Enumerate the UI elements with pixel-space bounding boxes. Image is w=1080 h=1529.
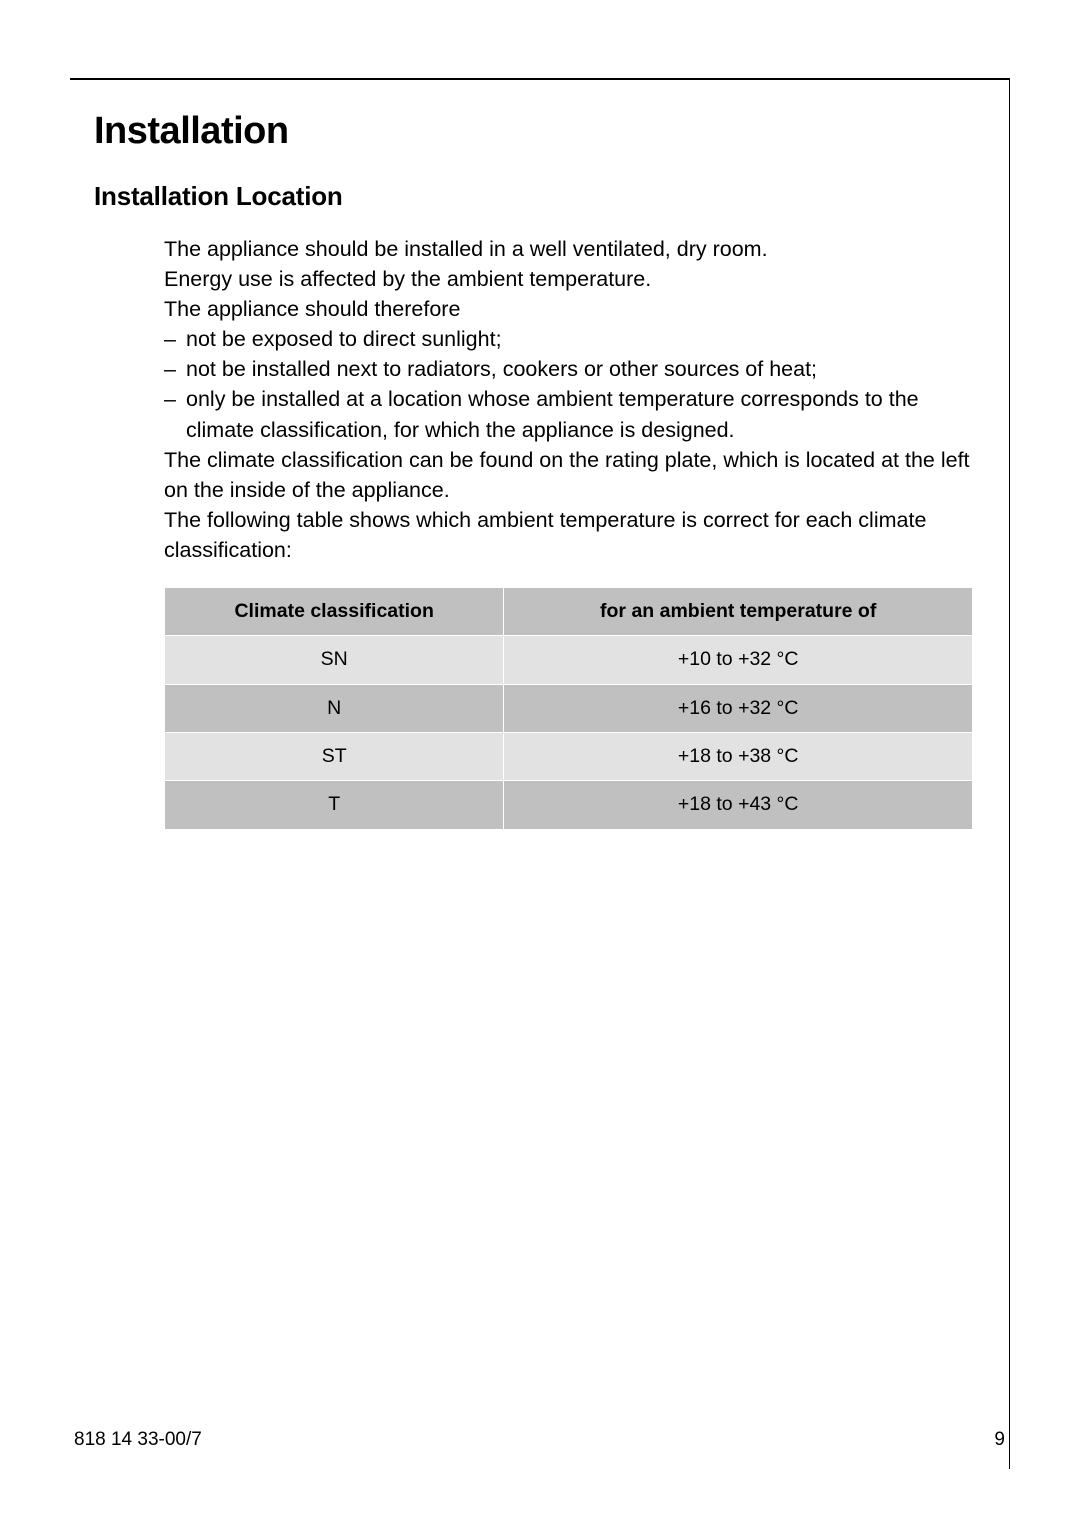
paragraph: The appliance should therefore: [164, 294, 973, 324]
footer-doc-code: 818 14 33-00/7: [74, 1429, 202, 1451]
table-cell: T: [165, 781, 504, 829]
table-cell: +18 to +38 °C: [504, 732, 973, 780]
paragraph: Energy use is affected by the ambient te…: [164, 264, 973, 294]
list-item: only be installed at a location whose am…: [164, 384, 973, 444]
table-cell: N: [165, 684, 504, 732]
table-header-cell: Climate classification: [165, 588, 504, 636]
table-cell: SN: [165, 636, 504, 684]
paragraph: The appliance should be installed in a w…: [164, 234, 973, 264]
page-title: Installation: [94, 110, 973, 153]
table-row: SN+10 to +32 °C: [165, 636, 973, 684]
page-frame: Installation Installation Location The a…: [70, 78, 1010, 1469]
table-body: SN+10 to +32 °CN+16 to +32 °CST+18 to +3…: [165, 636, 973, 829]
table-header-cell: for an ambient temperature of: [504, 588, 973, 636]
table-cell: +10 to +32 °C: [504, 636, 973, 684]
list-item: not be installed next to radiators, cook…: [164, 354, 973, 384]
table-cell: ST: [165, 732, 504, 780]
table-cell: +18 to +43 °C: [504, 781, 973, 829]
paragraph: The climate classification can be found …: [164, 445, 973, 505]
footer-page-number: 9: [994, 1429, 1005, 1451]
body-text: The appliance should be installed in a w…: [164, 234, 973, 830]
climate-table: Climate classification for an ambient te…: [164, 587, 973, 829]
table-row: ST+18 to +38 °C: [165, 732, 973, 780]
table-row: N+16 to +32 °C: [165, 684, 973, 732]
list-item: not be exposed to direct sunlight;: [164, 324, 973, 354]
section-heading: Installation Location: [94, 181, 973, 212]
table-header-row: Climate classification for an ambient te…: [165, 588, 973, 636]
table-row: T+18 to +43 °C: [165, 781, 973, 829]
table-cell: +16 to +32 °C: [504, 684, 973, 732]
page-footer: 818 14 33-00/7 9: [70, 1429, 1009, 1451]
paragraph: The following table shows which ambient …: [164, 505, 973, 565]
bullet-list: not be exposed to direct sunlight; not b…: [164, 324, 973, 444]
